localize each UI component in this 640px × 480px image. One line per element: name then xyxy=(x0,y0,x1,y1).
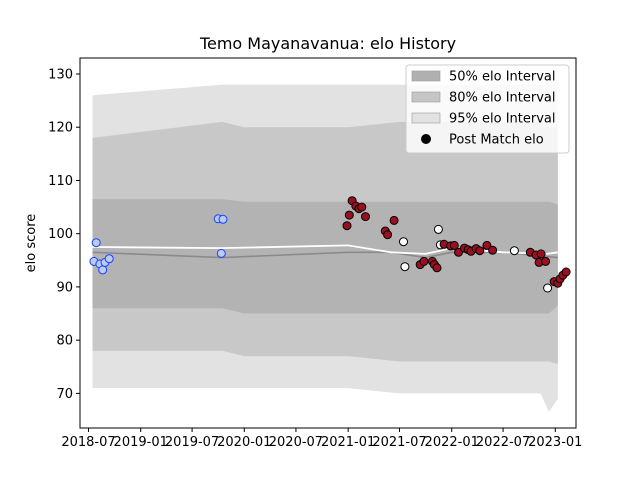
y-tick-label: 70 xyxy=(56,387,73,402)
x-tick-label: 2019-01 xyxy=(114,435,168,450)
legend-box xyxy=(405,64,570,154)
legend-label: 95% elo Interval xyxy=(449,112,556,127)
legend-label: 80% elo Interval xyxy=(449,91,556,106)
y-tick-label: 100 xyxy=(48,227,73,242)
data-point xyxy=(482,240,492,250)
legend: 50% elo Interval 80% elo Interval 95% elo … xyxy=(405,64,570,154)
data-point xyxy=(104,254,114,264)
y-tick-label: 130 xyxy=(48,67,73,82)
post-match-points xyxy=(89,196,571,293)
data-point xyxy=(419,256,429,266)
y-axis: 70 80 90 100 110 120 130 xyxy=(48,67,80,402)
data-point xyxy=(536,249,546,259)
data-point xyxy=(400,262,410,272)
x-axis: 2018-072019-012019-072020-012020-072021-… xyxy=(61,428,582,450)
data-point xyxy=(361,212,370,222)
y-axis-label: elo score xyxy=(24,214,39,273)
data-point xyxy=(449,240,459,250)
legend-swatch xyxy=(411,112,441,124)
data-point xyxy=(383,230,393,240)
data-point xyxy=(561,267,571,277)
legend-label: Post Match elo xyxy=(449,133,544,148)
plot-area xyxy=(89,84,571,412)
data-point xyxy=(357,202,367,212)
x-tick-label: 2019-07 xyxy=(165,435,219,450)
x-tick-label: 2022-07 xyxy=(476,435,530,450)
legend-marker xyxy=(421,134,431,144)
data-point xyxy=(399,237,408,247)
x-tick-label: 2018-07 xyxy=(61,435,115,450)
data-point xyxy=(218,214,228,224)
legend-label: 50% elo Interval xyxy=(449,70,556,85)
data-point xyxy=(216,248,226,258)
x-tick-label: 2023-01 xyxy=(528,435,582,450)
y-tick-label: 120 xyxy=(48,121,73,136)
data-point xyxy=(344,210,354,220)
interval-bands xyxy=(92,84,558,412)
data-point xyxy=(389,215,399,225)
plot-frame xyxy=(79,57,577,429)
y-tick-label: 80 xyxy=(56,334,73,349)
y-tick-label: 110 xyxy=(48,174,73,189)
data-point xyxy=(454,247,463,257)
data-point xyxy=(433,224,443,234)
legend-swatch xyxy=(411,70,441,82)
data-point xyxy=(541,256,551,266)
x-tick-label: 2022-01 xyxy=(425,435,479,450)
data-point xyxy=(91,238,101,248)
data-point xyxy=(509,246,519,256)
data-point xyxy=(432,263,442,273)
band-50 xyxy=(92,199,558,314)
data-point xyxy=(98,265,108,275)
data-point xyxy=(488,245,498,255)
x-tick-label: 2020-01 xyxy=(217,435,271,450)
data-point xyxy=(475,246,485,256)
data-point xyxy=(543,283,553,293)
chart-title: Temo Mayanavanua: elo History xyxy=(199,34,456,53)
y-tick-label: 90 xyxy=(56,280,73,295)
x-tick-label: 2021-01 xyxy=(321,435,375,450)
data-point xyxy=(342,221,352,231)
legend-swatch xyxy=(411,91,441,103)
x-tick-label: 2020-07 xyxy=(269,435,323,450)
x-tick-label: 2021-07 xyxy=(372,435,426,450)
